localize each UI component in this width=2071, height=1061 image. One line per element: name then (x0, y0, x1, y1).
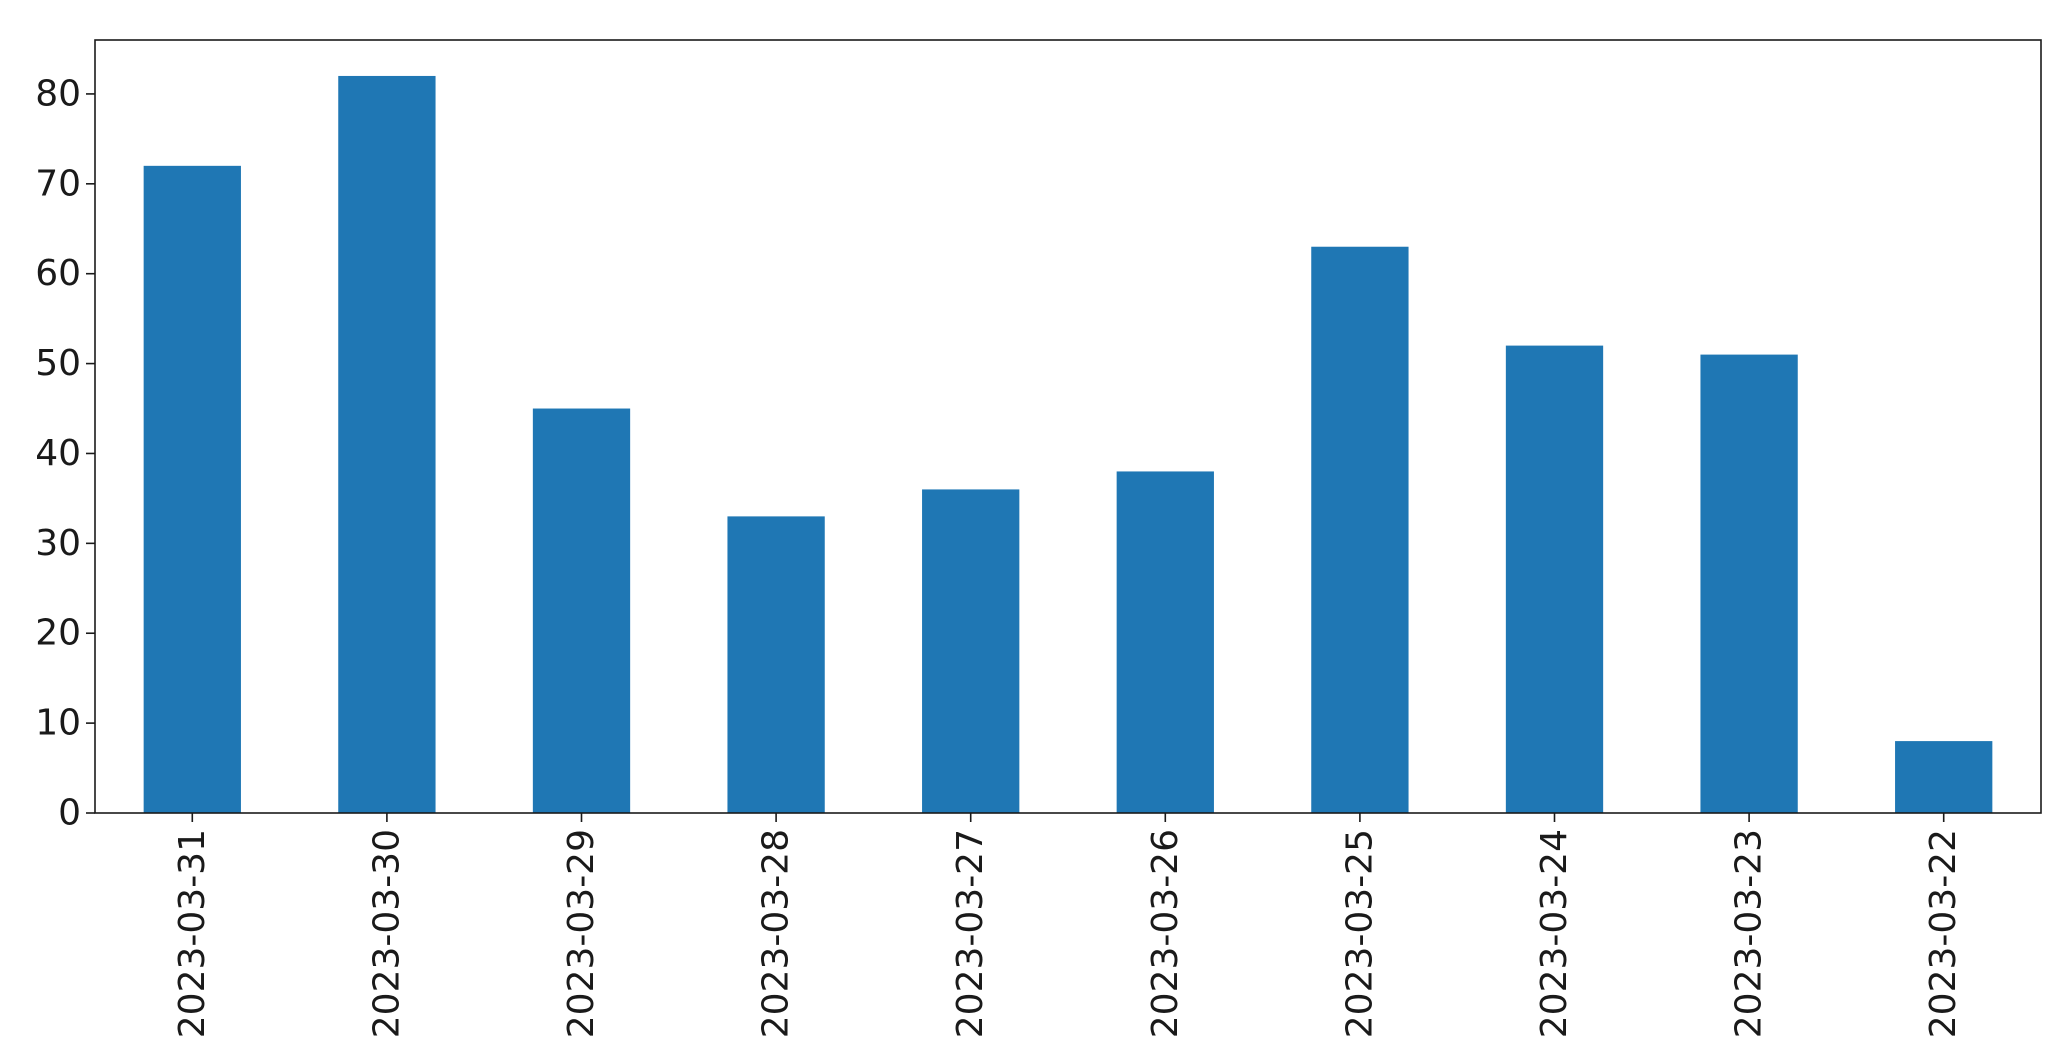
y-tick-label: 40 (35, 433, 81, 474)
x-tick-label: 2023-03-31 (172, 829, 213, 1038)
plot-frame (94, 39, 2042, 814)
bar-2023-03-26 (1116, 471, 1214, 813)
bar-2023-03-22 (1895, 741, 1993, 813)
y-tick-label: 70 (35, 163, 81, 204)
y-tick-label: 10 (35, 703, 81, 744)
bar-2023-03-23 (1700, 354, 1798, 813)
y-axis: 0 10 20 30 40 50 60 70 80 (35, 73, 95, 834)
bar-2023-03-28 (727, 516, 825, 813)
bar-2023-03-30 (338, 75, 436, 813)
y-tick-label: 20 (35, 613, 81, 654)
x-tick-label: 2023-03-29 (561, 829, 602, 1038)
y-tick-label: 60 (35, 253, 81, 294)
x-tick-label: 2023-03-24 (1534, 829, 1575, 1038)
y-tick-label: 50 (35, 343, 81, 384)
x-tick-label: 2023-03-30 (366, 829, 407, 1038)
x-tick-label: 2023-03-27 (950, 829, 991, 1038)
x-tick-label: 2023-03-26 (1145, 829, 1186, 1038)
x-tick-label: 2023-03-25 (1339, 829, 1380, 1038)
x-tick-label: 2023-03-22 (1923, 829, 1964, 1038)
y-tick-label: 30 (35, 523, 81, 564)
x-tick-label: 2023-03-28 (756, 829, 797, 1038)
bars-group (143, 75, 1993, 814)
bar-2023-03-25 (1311, 246, 1409, 814)
bar-2023-03-31 (143, 165, 241, 813)
bar-2023-03-24 (1505, 345, 1604, 813)
y-tick-label: 0 (58, 793, 81, 834)
x-tick-label: 2023-03-23 (1729, 829, 1770, 1038)
y-tick-label: 80 (35, 73, 81, 114)
bar-2023-03-29 (532, 408, 631, 813)
bar-2023-03-27 (922, 489, 1020, 813)
x-axis: 2023-03-31 2023-03-30 2023-03-29 2023-03-28… (172, 813, 1964, 1038)
